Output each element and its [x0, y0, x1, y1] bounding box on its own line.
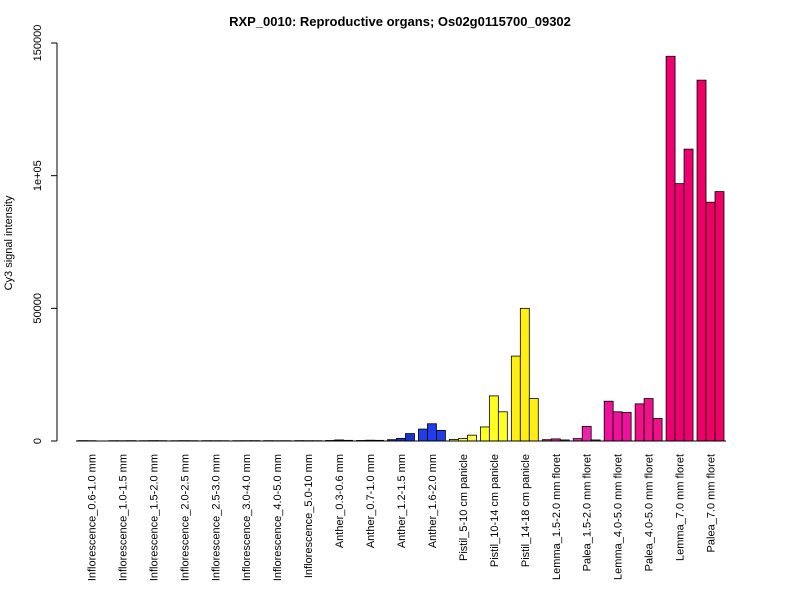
bar: [581, 426, 592, 442]
bar: [528, 398, 539, 442]
bar: [510, 355, 521, 442]
bar: [418, 428, 428, 442]
category-label: Anther_0.7-1.0 mm: [365, 454, 377, 548]
bar: [466, 434, 477, 442]
category-label: Inflorescence_1.0-1.5 mm: [117, 454, 129, 581]
category-label: Inflorescence_3.0-4.0 mm: [241, 454, 253, 581]
category-label: Pistil_10-14 cm panicle: [489, 454, 501, 567]
bar: [612, 411, 623, 442]
bar: [479, 426, 490, 442]
category-label: Anther_1.6-2.0 mm: [427, 454, 439, 548]
bars: [77, 55, 725, 442]
category-label: Pistil_5-10 cm panicle: [458, 454, 470, 561]
bar: [674, 183, 685, 442]
bar: [405, 433, 415, 442]
bar: [488, 395, 499, 442]
category-label: Inflorescence_2.0-2.5 mm: [179, 454, 191, 581]
y-tick-label: 50000: [32, 293, 44, 324]
bar: [436, 429, 446, 442]
category-label: Inflorescence_5.0-10 mm: [303, 454, 315, 578]
y-tick-label: 1e+05: [32, 160, 44, 191]
category-label: Palea_4.0-5.0 mm floret: [644, 454, 656, 571]
bar: [652, 418, 663, 442]
category-label: Inflorescence_1.5-2.0 mm: [148, 454, 160, 581]
bar: [643, 398, 654, 442]
category-label: Inflorescence_2.5-3.0 mm: [210, 454, 222, 581]
category-label: Inflorescence_4.0-5.0 mm: [272, 454, 284, 581]
y-axis-label: Cy3 signal intensity: [3, 195, 15, 290]
bar: [665, 55, 676, 442]
bar: [714, 191, 725, 442]
y-axis: 0 50000 1e+05 150000: [32, 25, 58, 444]
bar: [705, 201, 716, 442]
y-tick-label: 150000: [32, 25, 44, 62]
category-label: Palea_1.5-2.0 mm floret: [582, 454, 594, 571]
bar: [603, 400, 614, 442]
bar: [427, 423, 437, 442]
bar: [519, 307, 530, 442]
category-label: Palea_7.0 mm floret: [706, 454, 718, 552]
category-label: Lemma_4.0-5.0 mm floret: [613, 454, 625, 580]
category-labels: Inflorescence_0.6-1.0 mm Inflorescence_1.…: [86, 454, 717, 581]
category-label: Inflorescence_0.6-1.0 mm: [86, 454, 98, 581]
y-tick-label: 0: [32, 438, 44, 444]
category-label: Anther_0.3-0.6 mm: [334, 454, 346, 548]
bar: [497, 411, 508, 442]
bar: [696, 79, 707, 442]
bar: [683, 148, 694, 442]
chart-title: RXP_0010: Reproductive organs; Os02g0115…: [229, 14, 571, 29]
category-label: Pistil_14-18 cm panicle: [520, 454, 532, 567]
category-label: Anther_1.2-1.5 mm: [396, 454, 408, 548]
bar: [634, 403, 645, 442]
category-label: Lemma_7.0 mm floret: [675, 454, 687, 561]
category-label: Lemma_1.5-2.0 mm floret: [551, 454, 563, 580]
bar: [621, 411, 632, 442]
